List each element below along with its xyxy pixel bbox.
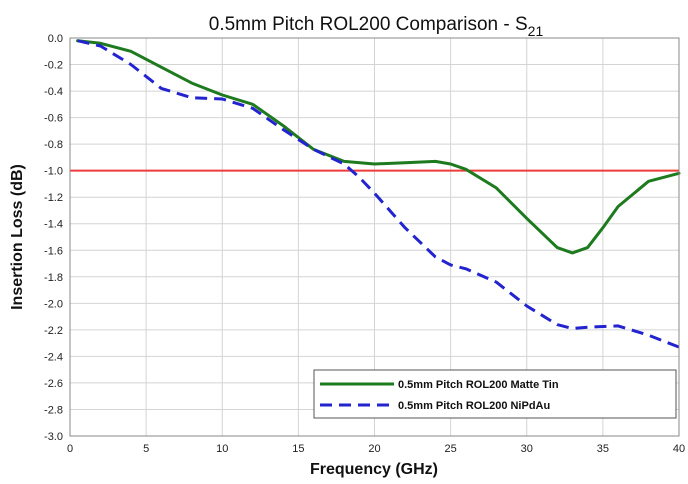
x-tick-label: 10 (216, 443, 228, 455)
series-line-0 (76, 39, 681, 255)
x-tick-label: 0 (67, 443, 73, 455)
x-tick-label: 30 (521, 443, 533, 455)
legend-box (313, 369, 677, 419)
y-tick-label: -2.0 (44, 298, 63, 310)
y-axis-label: Insertion Loss (dB) (9, 164, 26, 310)
y-tick-label: -3.0 (44, 431, 63, 443)
x-tick-label: 5 (143, 443, 149, 455)
y-tick-label: -1.6 (44, 245, 63, 257)
y-tick-label: -1.2 (44, 192, 63, 204)
series-line-1 (77, 39, 680, 349)
x-tick-label: 40 (673, 443, 685, 455)
x-axis-label: Frequency (GHz) (310, 461, 438, 478)
y-tick-label: -0.2 (44, 60, 63, 72)
y-tick-label: -2.6 (44, 378, 63, 390)
y-tick-label: 0.0 (48, 33, 63, 45)
legend: 0.5mm Pitch ROL200 Matte Tin 0.5mm Pitch… (313, 369, 677, 419)
legend-label-nipdau: 0.5mm Pitch ROL200 NiPdAu (398, 400, 550, 412)
x-tick-labels: 0 5 10 15 20 25 30 35 40 (67, 443, 685, 455)
y-tick-label: -2.4 (44, 351, 63, 363)
y-tick-label: -0.6 (44, 113, 63, 125)
x-tick-label: 15 (292, 443, 304, 455)
x-tick-label: 35 (597, 443, 609, 455)
x-tick-label: 20 (368, 443, 380, 455)
series-lines (76, 39, 681, 349)
y-tick-label: -1.8 (44, 272, 63, 284)
chart-title: 0.5mm Pitch ROL200 Comparison - S21 (209, 14, 544, 39)
legend-label-matte-tin: 0.5mm Pitch ROL200 Matte Tin (398, 379, 559, 391)
y-tick-label: -0.8 (44, 139, 63, 151)
y-tick-label: -0.4 (44, 86, 63, 98)
y-tick-label: -1.0 (44, 166, 63, 178)
y-tick-labels: 0.0 -0.2 -0.4 -0.6 -0.8 -1.0 -1.2 -1.4 -1.6 -1.8 -… (44, 33, 63, 443)
y-tick-label: -2.8 (44, 404, 63, 416)
y-tick-label: -2.2 (44, 325, 63, 337)
x-tick-label: 25 (445, 443, 457, 455)
plot-frame (69, 37, 680, 437)
y-tick-label: -1.4 (44, 219, 63, 231)
